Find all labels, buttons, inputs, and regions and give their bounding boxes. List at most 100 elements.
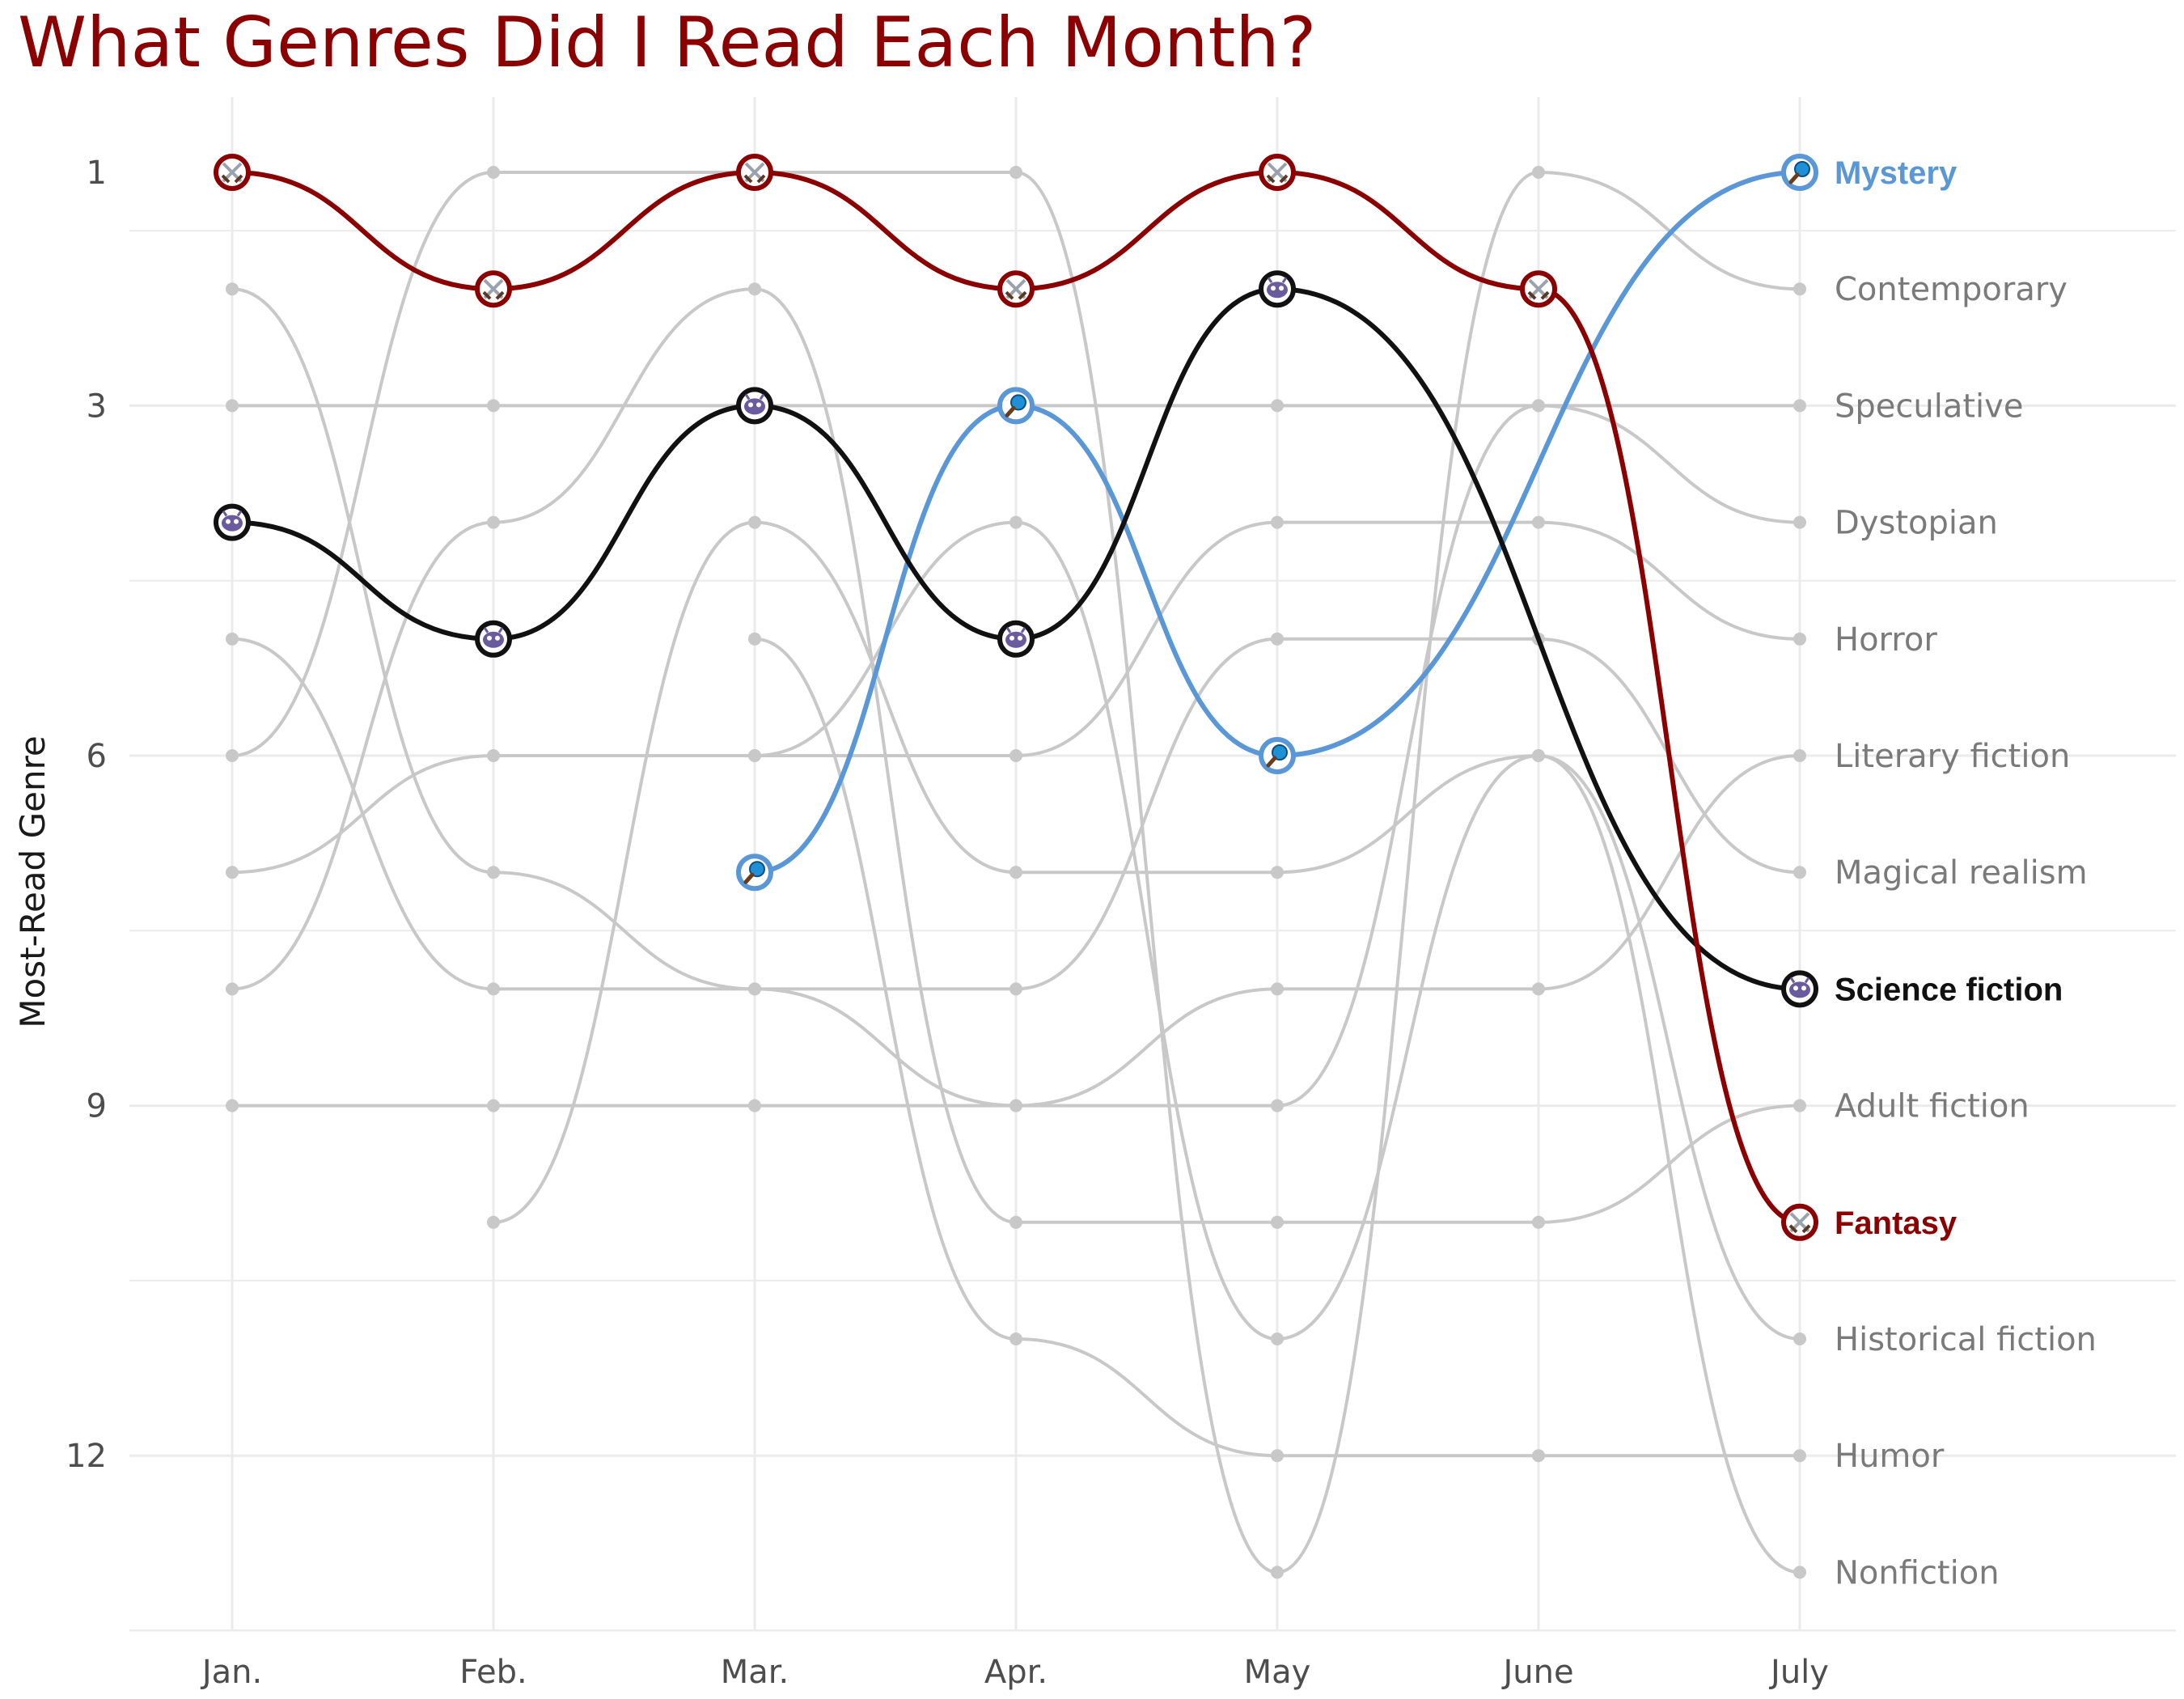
y-axis-label: Most-Read Genre <box>13 735 53 1028</box>
y-tick-label: 6 <box>87 738 107 775</box>
series-fantasy <box>214 154 1818 1241</box>
x-tick-label: Mar. <box>721 1654 789 1691</box>
data-point <box>1009 166 1022 179</box>
data-point <box>1009 1333 1022 1345</box>
end-label-fantasy: Fantasy <box>1835 1205 1958 1241</box>
data-point <box>226 282 239 296</box>
data-point <box>1271 1449 1284 1463</box>
data-point <box>487 866 500 879</box>
data-point <box>1009 866 1022 879</box>
data-point <box>1793 866 1806 879</box>
data-point <box>748 515 761 529</box>
end-label-nonfiction: Nonfiction <box>1835 1554 2000 1591</box>
data-point <box>226 866 239 879</box>
series-line <box>231 637 1801 991</box>
series-mystery <box>736 154 1818 892</box>
x-tick-label: Jan. <box>200 1654 262 1691</box>
data-point <box>487 515 500 529</box>
series-line <box>231 169 1801 1225</box>
data-point <box>1793 399 1806 413</box>
series-line <box>754 637 1800 1458</box>
y-tick-label: 12 <box>66 1438 107 1475</box>
data-point <box>1532 749 1545 762</box>
end-label-historical-fiction: Historical fiction <box>1835 1321 2097 1358</box>
data-point <box>487 1099 500 1112</box>
data-point <box>1271 982 1284 996</box>
alien-icon <box>1267 277 1288 299</box>
crossed-swords-icon <box>1005 278 1027 300</box>
end-label-horror: Horror <box>1835 621 1937 659</box>
crossed-swords-icon <box>743 162 766 184</box>
series-line <box>754 170 1801 875</box>
end-label-science-fiction: Science fiction <box>1835 972 2063 1007</box>
data-point <box>1271 1566 1284 1579</box>
data-point <box>748 749 761 762</box>
data-point <box>1271 1215 1284 1229</box>
data-point <box>1271 515 1284 529</box>
data-point <box>1793 515 1806 529</box>
data-point <box>1532 515 1545 529</box>
x-tick-label: May <box>1244 1654 1311 1691</box>
data-point <box>226 399 239 413</box>
data-point <box>748 632 761 646</box>
data-point <box>487 399 500 413</box>
end-label-literary-fiction: Literary fiction <box>1835 738 2070 775</box>
data-point <box>1793 632 1806 646</box>
crossed-swords-icon <box>1527 278 1550 300</box>
data-point <box>487 982 500 996</box>
data-point <box>1532 982 1545 996</box>
data-point <box>1009 1215 1022 1229</box>
series-line <box>231 170 1801 1574</box>
data-point <box>1793 1099 1806 1112</box>
data-point <box>1532 1215 1545 1229</box>
data-point <box>1271 632 1284 646</box>
data-point <box>226 749 239 762</box>
y-tick-label: 1 <box>87 155 107 192</box>
data-point <box>1793 1333 1806 1345</box>
data-point <box>226 982 239 996</box>
alien-icon <box>222 510 243 532</box>
x-axis: Jan. Feb. Mar. Apr. May June July <box>200 1654 1829 1691</box>
data-point <box>748 282 761 296</box>
data-point <box>1271 1099 1284 1112</box>
data-point <box>1009 1099 1022 1112</box>
alien-icon <box>744 393 765 415</box>
crossed-swords-icon <box>221 162 243 184</box>
end-label-contemporary: Contemporary <box>1835 271 2068 308</box>
magnifying-glass-icon <box>1005 394 1026 417</box>
data-point <box>1793 1566 1806 1579</box>
series-magical-realism <box>226 632 1806 996</box>
magnifying-glass-icon <box>1788 161 1810 184</box>
data-point <box>1793 282 1806 296</box>
series-nonfiction <box>748 515 1806 1579</box>
series-line <box>231 287 1801 1224</box>
data-point <box>487 166 500 179</box>
y-axis: 1 3 6 9 12 <box>66 155 107 1475</box>
series-historical-fiction <box>487 515 1806 1345</box>
end-label-magical-realism: Magical realism <box>1835 854 2088 892</box>
alien-icon <box>1789 977 1810 998</box>
data-point <box>1271 866 1284 879</box>
crossed-swords-icon <box>1788 1212 1811 1234</box>
series-adult-fiction <box>226 282 1806 1229</box>
data-point <box>226 1099 239 1112</box>
end-label-dystopian: Dystopian <box>1835 505 1998 542</box>
y-tick-label: 3 <box>87 388 107 425</box>
data-point <box>1271 1333 1284 1345</box>
series-line <box>232 754 1801 1108</box>
magnifying-glass-icon <box>743 861 765 884</box>
end-label-mystery: Mystery <box>1835 155 1958 191</box>
series-line <box>493 520 1801 1341</box>
x-tick-label: June <box>1500 1654 1573 1691</box>
data-point <box>1532 399 1545 413</box>
data-point <box>1009 749 1022 762</box>
series-line <box>231 520 1801 875</box>
end-labels: Mystery Contemporary Speculative Dystopian H… <box>1835 155 2097 1591</box>
series-line <box>754 520 1801 1574</box>
highlighted-series <box>214 154 1818 1241</box>
data-point <box>487 749 500 762</box>
data-point <box>1271 399 1284 413</box>
series-literary-fiction <box>226 749 1806 1112</box>
alien-icon <box>483 626 504 648</box>
